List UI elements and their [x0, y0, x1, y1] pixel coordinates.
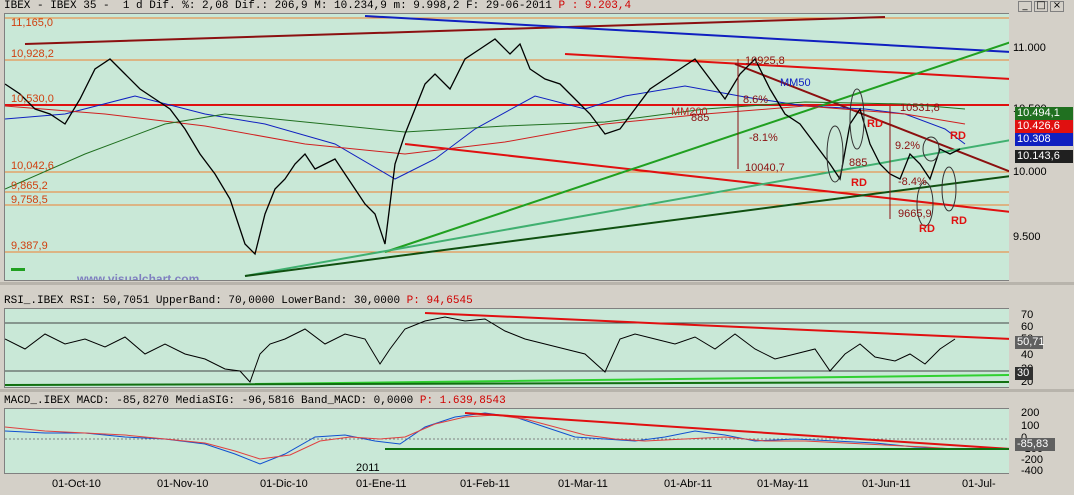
annotation: -8.4% — [898, 176, 927, 188]
rd-marker: RD — [950, 130, 966, 142]
level-label: 10,042,6 — [11, 160, 54, 172]
price-chart[interactable]: 11,165,0 10,928,2 10,530,0 10,042,6 9,86… — [4, 13, 1010, 281]
annotation: 9665,9 — [898, 208, 932, 220]
date-label: 01-Feb-11 — [460, 478, 510, 490]
date-label: 01-May-11 — [757, 478, 809, 490]
watermark: www.visualchart.com — [77, 272, 200, 281]
level-label: 10,928,2 — [11, 48, 54, 60]
rsi-chart[interactable] — [4, 308, 1010, 388]
rsi-axis: 70 60 50 40 30 20 50,71 30 — [1009, 308, 1074, 388]
macd-value-badge: -85,83 — [1015, 438, 1055, 451]
annotation: MM200 — [671, 106, 708, 118]
level-label: 11,165,0 — [11, 17, 54, 29]
annotation: 10531,8 — [900, 102, 940, 114]
annotation: 8.6% — [743, 94, 769, 106]
rsi-tick: 70 — [1021, 309, 1034, 321]
panel-separator[interactable] — [0, 389, 1074, 392]
annotation: 10040,7 — [745, 162, 785, 174]
annotation: 885 — [849, 157, 868, 169]
value-badge: 10.143,6 — [1015, 150, 1073, 163]
level-label: 10,530,0 — [11, 93, 54, 105]
maximize-button[interactable]: □ — [1034, 1, 1048, 12]
rsi-title: RSI_.IBEX RSI: 50,7051 UpperBand: 70,000… — [0, 295, 1004, 307]
rd-marker: RD — [851, 177, 867, 189]
level-label: 9,387,9 — [11, 240, 48, 252]
level-label: 9,865,2 — [11, 180, 48, 192]
rsi-tick: 40 — [1021, 349, 1034, 361]
rd-marker: RD — [867, 118, 883, 130]
price-tick: 9.500 — [1013, 231, 1041, 243]
macd-axis: 200 100 0 -100 -200 -400 -85,83 — [1009, 407, 1074, 477]
value-badge: 10.494,1 — [1015, 107, 1073, 120]
annotation: 885 — [691, 112, 710, 124]
macd-chart[interactable] — [4, 408, 1010, 474]
date-axis: 2011 01-Oct-10 01-Nov-10 01-Dic-10 01-En… — [0, 462, 1074, 495]
date-label: 01-Abr-11 — [664, 478, 713, 490]
main-chart-title: IBEX - IBEX 35 - 1 d Dif. %: 2,08 Dif.: … — [0, 0, 1014, 12]
macd-tick: 200 — [1021, 407, 1040, 419]
panel-separator[interactable] — [0, 282, 1074, 285]
date-label: 01-Jun-11 — [862, 478, 911, 490]
price-tick: 11.000 — [1013, 42, 1046, 54]
rsi-low-badge: 30 — [1015, 367, 1033, 380]
macd-tick: -200 — [1021, 454, 1044, 466]
date-label: 01-Jul- — [962, 478, 996, 490]
price-tick: 10.000 — [1013, 166, 1047, 178]
price-axis: 11.000 10.500 10.000 9.500 10.494,1 10.4… — [1009, 13, 1074, 281]
rd-marker: RD — [951, 215, 967, 227]
annotation: MM50 — [780, 77, 811, 89]
rsi-tick: 60 — [1021, 321, 1034, 333]
date-label: 01-Nov-10 — [157, 478, 209, 490]
annotation: -8.1% — [749, 132, 778, 144]
date-label: 01-Dic-10 — [260, 478, 308, 490]
date-label: 01-Ene-11 — [356, 478, 407, 490]
level-label: 9,758,5 — [11, 194, 48, 206]
rsi-value-badge: 50,71 — [1015, 336, 1045, 349]
macd-title: MACD_.IBEX MACD: -85,8270 MediaSIG: -96,… — [0, 395, 1004, 407]
annotation: 9.2% — [895, 140, 921, 152]
minimize-button[interactable]: _ — [1018, 1, 1032, 12]
date-label: 01-Mar-11 — [558, 478, 608, 490]
close-button[interactable]: × — [1050, 1, 1064, 12]
date-label: 01-Oct-10 — [52, 478, 101, 490]
macd-tick: 100 — [1021, 420, 1040, 432]
rd-marker: RD — [919, 223, 935, 235]
value-badge: 10.426,6 — [1015, 120, 1073, 133]
value-badge: 10.308 — [1015, 133, 1073, 146]
annotation: 10925,8 — [745, 55, 785, 67]
year-label: 2011 — [356, 462, 380, 474]
